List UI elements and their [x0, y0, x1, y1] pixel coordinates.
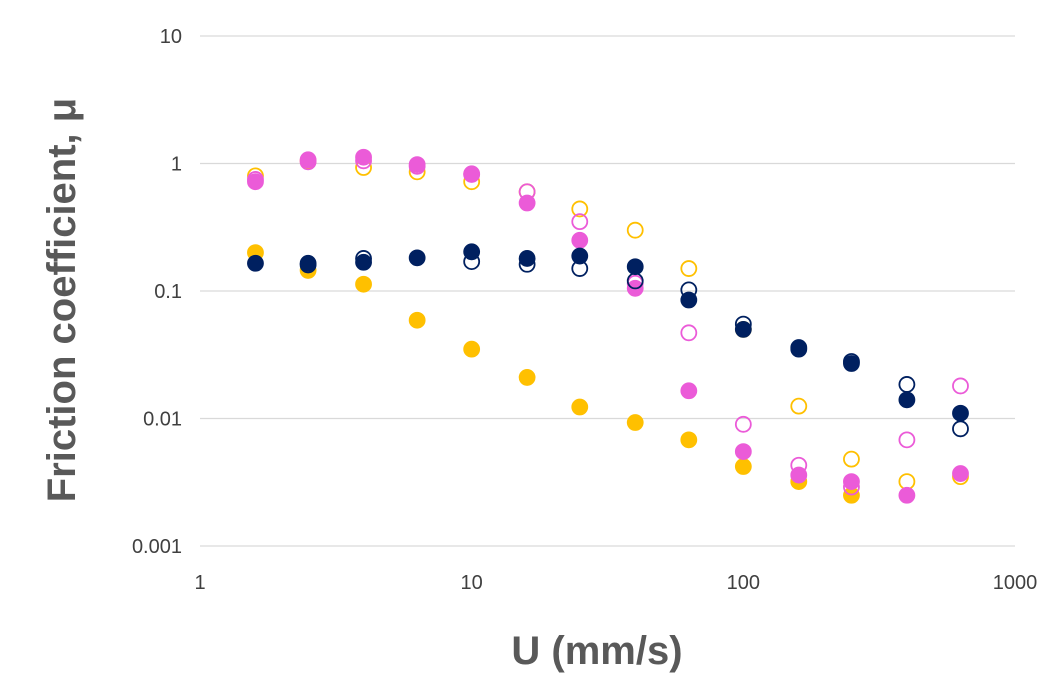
x-tick-label: 100 — [727, 572, 760, 594]
data-point — [518, 250, 536, 267]
data-point — [355, 148, 372, 166]
y-axis-title: Friction coefficient, μ — [40, 98, 84, 503]
y-tick-label: 0.001 — [132, 536, 182, 558]
y-tick-label: 0.1 — [154, 281, 182, 303]
data-point — [898, 486, 916, 504]
data-point — [518, 194, 536, 212]
data-point — [299, 254, 317, 272]
data-point — [355, 275, 372, 293]
data-point — [680, 431, 698, 449]
data-point — [790, 397, 808, 415]
y-tick-label: 0.01 — [143, 409, 182, 431]
data-point — [952, 465, 969, 482]
data-point — [680, 382, 698, 400]
y-tick-labels: 0.001 0.01 0.1 1 10 — [132, 26, 182, 558]
data-point — [898, 376, 916, 393]
data-point — [571, 200, 589, 218]
data-points — [247, 148, 969, 504]
x-tick-labels: 1 10 100 1000 — [194, 572, 1037, 594]
data-point — [463, 340, 481, 358]
data-point — [571, 247, 589, 265]
data-point — [790, 466, 808, 484]
data-point — [952, 377, 969, 395]
data-point — [898, 473, 916, 490]
data-point — [680, 324, 698, 342]
y-tick-label: 1 — [171, 154, 182, 176]
data-point — [734, 415, 752, 433]
data-point — [571, 213, 589, 231]
data-point — [408, 249, 426, 267]
data-point — [843, 473, 860, 490]
data-point — [843, 450, 860, 468]
data-point — [952, 420, 969, 438]
data-point — [790, 339, 808, 356]
x-tick-label: 10 — [461, 572, 483, 594]
gridlines — [200, 35, 1015, 420]
data-point — [247, 254, 264, 272]
y-tick-label: 10 — [160, 26, 182, 48]
x-tick-label: 1000 — [993, 572, 1038, 594]
data-point — [247, 173, 264, 191]
data-point — [571, 398, 589, 416]
data-point — [680, 260, 698, 277]
data-point — [518, 369, 536, 386]
data-point — [898, 431, 916, 449]
x-tick-label: 1 — [194, 572, 205, 594]
data-point — [408, 311, 426, 329]
data-point — [626, 221, 644, 239]
data-point — [843, 355, 860, 372]
x-axis-title: U (mm/s) — [511, 629, 682, 673]
data-point — [952, 404, 969, 422]
data-point — [355, 253, 372, 271]
data-point — [734, 458, 752, 475]
data-point — [463, 243, 481, 261]
data-point — [408, 156, 426, 174]
data-point — [299, 151, 317, 169]
data-point — [680, 291, 698, 309]
data-point — [463, 165, 481, 183]
data-point — [626, 258, 644, 276]
data-point — [898, 391, 916, 409]
data-point — [734, 320, 752, 338]
data-point — [734, 443, 752, 461]
data-point — [626, 414, 644, 431]
data-point — [571, 231, 589, 249]
